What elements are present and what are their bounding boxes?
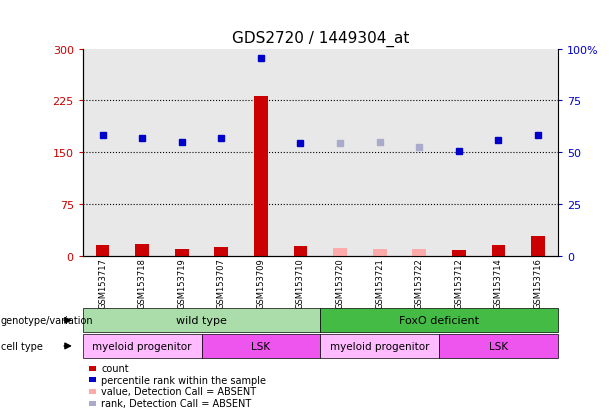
- Bar: [123, 50, 162, 256]
- Text: rank, Detection Call = ABSENT: rank, Detection Call = ABSENT: [101, 398, 251, 408]
- Text: FoxO deficient: FoxO deficient: [399, 316, 479, 325]
- Bar: [439, 50, 479, 256]
- Bar: [215, 247, 228, 256]
- Bar: [321, 50, 360, 256]
- Bar: [162, 50, 202, 256]
- Text: value, Detection Call = ABSENT: value, Detection Call = ABSENT: [101, 387, 256, 396]
- Bar: [254, 96, 268, 256]
- Bar: [294, 247, 308, 256]
- Bar: [175, 250, 189, 256]
- Text: wild type: wild type: [176, 316, 227, 325]
- Bar: [531, 237, 545, 256]
- Bar: [479, 50, 518, 256]
- Bar: [518, 50, 558, 256]
- Text: cell type: cell type: [1, 341, 42, 351]
- Bar: [413, 250, 426, 256]
- Bar: [241, 50, 281, 256]
- Text: LSK: LSK: [489, 341, 508, 351]
- Text: myeloid progenitor: myeloid progenitor: [93, 341, 192, 351]
- Bar: [492, 246, 505, 256]
- Bar: [281, 50, 321, 256]
- Text: count: count: [101, 363, 129, 373]
- Title: GDS2720 / 1449304_at: GDS2720 / 1449304_at: [232, 31, 409, 47]
- Bar: [96, 245, 110, 256]
- Bar: [202, 50, 241, 256]
- Bar: [452, 251, 466, 256]
- Text: percentile rank within the sample: percentile rank within the sample: [101, 375, 266, 385]
- Bar: [135, 244, 149, 256]
- Bar: [83, 50, 123, 256]
- Bar: [333, 249, 347, 256]
- Text: genotype/variation: genotype/variation: [1, 316, 93, 325]
- Bar: [373, 249, 387, 256]
- Text: myeloid progenitor: myeloid progenitor: [330, 341, 430, 351]
- Bar: [360, 50, 400, 256]
- Bar: [400, 50, 439, 256]
- Text: LSK: LSK: [251, 341, 270, 351]
